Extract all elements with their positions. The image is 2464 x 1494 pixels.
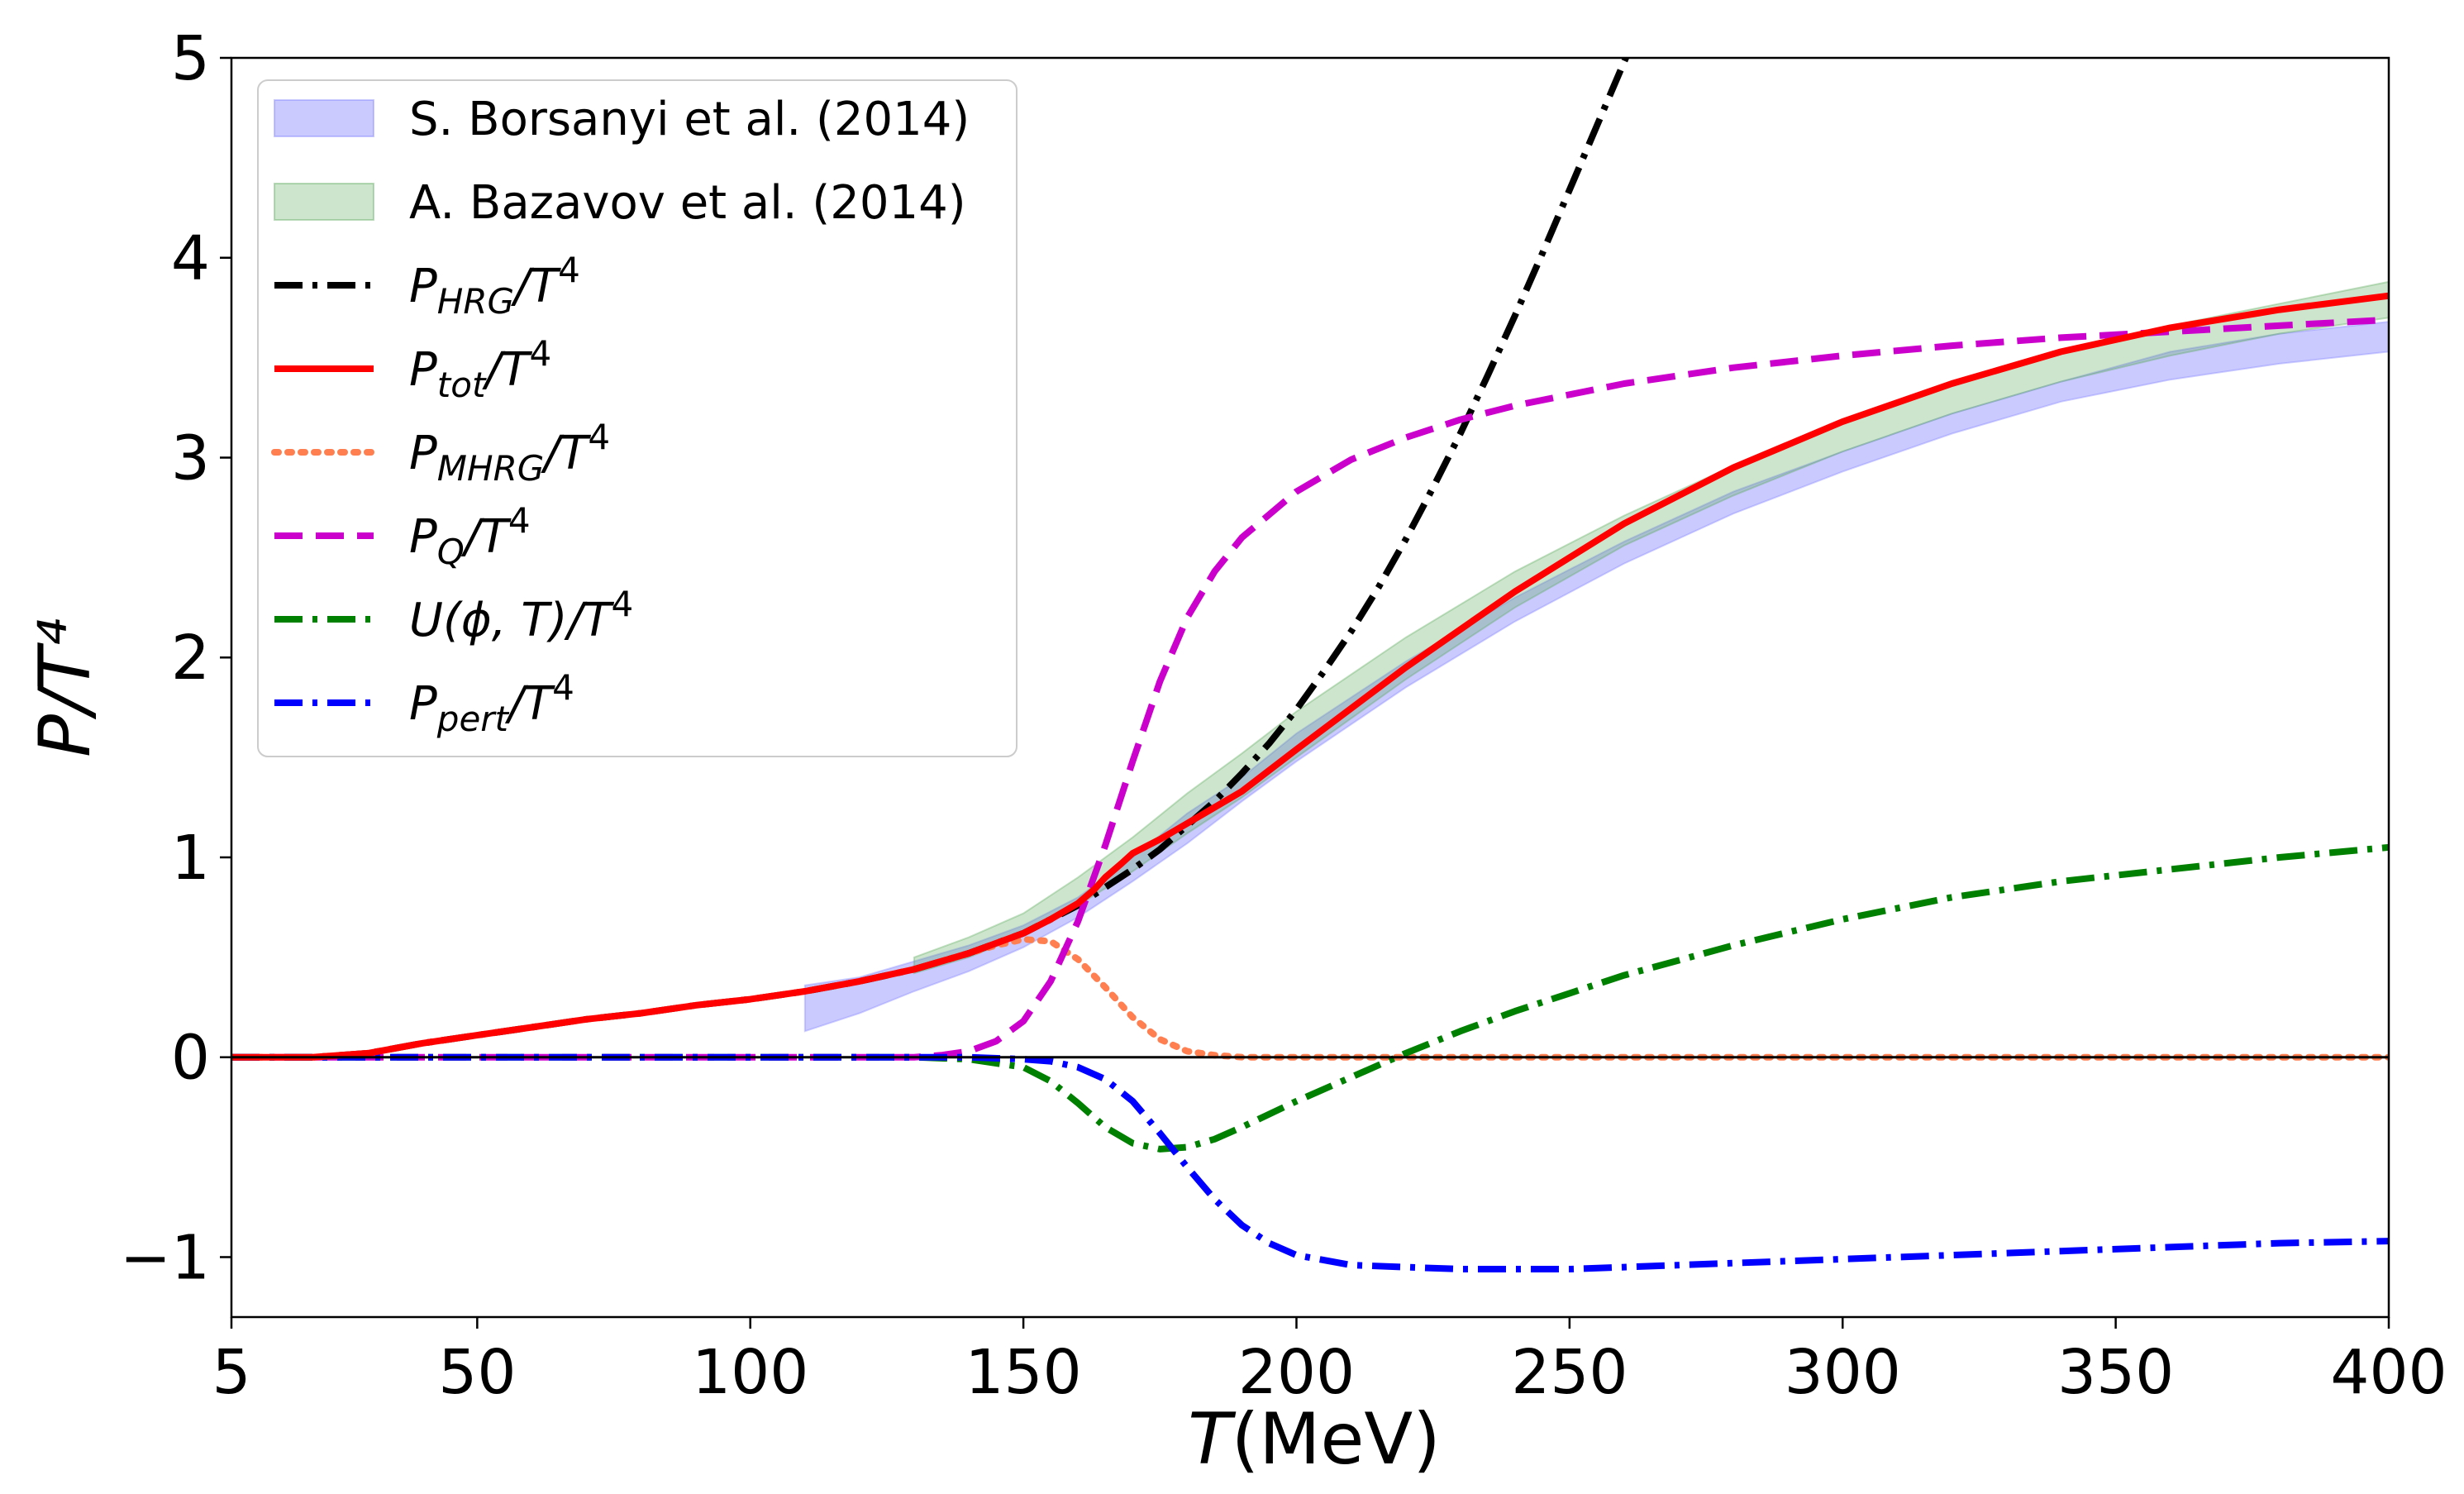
series-mhrg-line bbox=[231, 936, 2389, 1061]
series-tot-line bbox=[231, 292, 2389, 1061]
y-tick-label: 5 bbox=[171, 23, 210, 94]
x-axis-label: T(MeV) bbox=[1188, 1398, 1441, 1481]
y-tick-label: 1 bbox=[171, 823, 210, 894]
band-s-borsanyi-et-al-2014 bbox=[803, 321, 2389, 1033]
x-tick-label: 100 bbox=[692, 1337, 808, 1408]
series-u-phi-t-line bbox=[231, 843, 2389, 1153]
legend-label-pert: Ppert/T4 bbox=[409, 667, 574, 739]
y-tick-label: −1 bbox=[120, 1222, 210, 1293]
x-tick-label: 300 bbox=[1785, 1337, 1901, 1408]
legend-label-u-phi-t: U(ϕ, T)/T4 bbox=[409, 584, 633, 647]
legend-label-a-bazavov-et-al-2014: A. Bazavov et al. (2014) bbox=[409, 176, 966, 230]
x-tick-label: 150 bbox=[965, 1337, 1081, 1408]
y-axis-ticks: −1 0 1 2 3 4 5 bbox=[120, 23, 231, 1293]
series-pert-line bbox=[231, 1053, 2389, 1272]
plot-frame bbox=[230, 56, 2390, 1319]
legend-swatch-s-borsanyi-et-al-2014 bbox=[274, 99, 374, 137]
x-axis-ticks: 5 50 100 150 200 250 300 350 400 bbox=[212, 1317, 2447, 1408]
legend-label-s-borsanyi-et-al-2014: S. Borsanyi et al. (2014) bbox=[409, 93, 970, 146]
legend-frame bbox=[257, 79, 1018, 757]
x-tick-label: 5 bbox=[212, 1337, 250, 1408]
legend-swatch-a-bazavov-et-al-2014 bbox=[274, 183, 374, 221]
x-tick-label: 200 bbox=[1238, 1337, 1355, 1408]
y-axis-label: P/T⁴ bbox=[24, 618, 107, 757]
confidence-bands bbox=[803, 280, 2389, 1033]
legend-label-mhrg: PMHRG/T4 bbox=[409, 417, 610, 489]
legend-entries: S. Borsanyi et al. (2014) A. Bazavov et a… bbox=[271, 93, 970, 739]
legend-label-hrg: PHRG/T4 bbox=[409, 250, 580, 322]
legend-label-q: PQ/T4 bbox=[409, 500, 531, 572]
x-tick-label: 400 bbox=[2330, 1337, 2447, 1408]
legend-label-tot: Ptot/T4 bbox=[409, 333, 551, 405]
x-tick-label: 50 bbox=[438, 1337, 516, 1408]
y-tick-label: 0 bbox=[171, 1023, 210, 1094]
x-tick-label: 350 bbox=[2057, 1337, 2174, 1408]
band-a-bazavov-et-al-2014 bbox=[913, 280, 2389, 975]
legend: S. Borsanyi et al. (2014) A. Bazavov et a… bbox=[257, 79, 1018, 757]
y-tick-label: 3 bbox=[171, 422, 210, 494]
y-tick-label: 2 bbox=[171, 623, 210, 694]
y-tick-label: 4 bbox=[171, 223, 210, 294]
x-tick-label: 250 bbox=[1511, 1337, 1628, 1408]
